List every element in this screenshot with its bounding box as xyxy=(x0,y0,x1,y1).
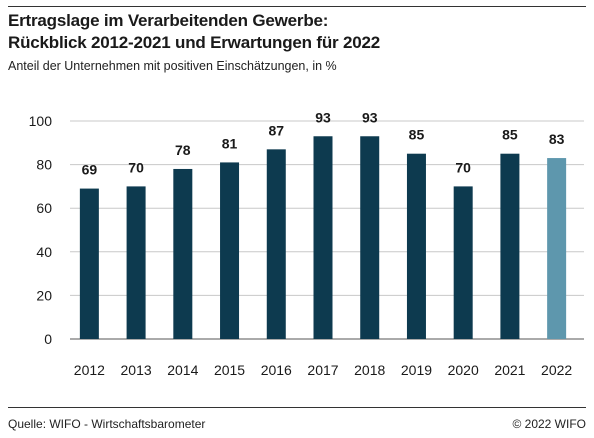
y-tick-label: 0 xyxy=(44,331,52,347)
x-tick-label: 2014 xyxy=(167,362,198,378)
top-rule xyxy=(8,6,586,7)
y-tick-label: 80 xyxy=(36,157,52,173)
y-tick-label: 100 xyxy=(29,113,53,129)
data-label: 70 xyxy=(128,159,144,175)
data-label: 85 xyxy=(409,127,425,143)
bar xyxy=(79,188,99,339)
source-note: Quelle: WIFO - Wirtschaftsbarometer xyxy=(8,417,206,431)
data-labels: 69 70 78 81 87 93 93 85 70 85 83 xyxy=(82,109,565,177)
bar xyxy=(313,136,333,339)
x-tick-label: 2015 xyxy=(214,362,245,378)
bar-forecast xyxy=(547,158,567,339)
bar xyxy=(266,149,286,339)
x-tick-label: 2016 xyxy=(261,362,292,378)
x-tick-label: 2018 xyxy=(354,362,385,378)
bar xyxy=(220,162,240,339)
y-tick-label: 60 xyxy=(36,200,52,216)
bar xyxy=(173,168,193,339)
bars xyxy=(79,136,567,339)
data-label: 70 xyxy=(455,159,471,175)
bottom-rule xyxy=(8,407,586,408)
x-tick-label: 2022 xyxy=(541,362,572,378)
bar xyxy=(406,153,426,339)
chart-title: Ertragslage im Verarbeitenden Gewerbe: R… xyxy=(8,10,380,54)
copyright-note: © 2022 WIFO xyxy=(512,417,586,431)
data-label: 93 xyxy=(362,109,378,125)
x-tick-label: 2013 xyxy=(121,362,152,378)
y-tick-label: 40 xyxy=(36,244,52,260)
bar xyxy=(500,153,520,339)
chart-subtitle: Anteil der Unternehmen mit positiven Ein… xyxy=(8,59,337,73)
x-tick-label: 2019 xyxy=(401,362,432,378)
y-tick-label: 20 xyxy=(36,287,52,303)
data-label: 78 xyxy=(175,142,191,158)
data-label: 85 xyxy=(502,127,518,143)
x-tick-label: 2017 xyxy=(307,362,338,378)
data-label: 83 xyxy=(549,131,565,147)
data-label: 69 xyxy=(82,162,98,178)
bar-chart: 0 20 40 60 80 100 69 70 78 81 87 93 93 85 70 85 83 2012… xyxy=(29,109,584,378)
chart-title-line-2: Rückblick 2012-2021 und Erwartungen für … xyxy=(8,33,380,52)
y-axis: 0 20 40 60 80 100 xyxy=(29,113,53,347)
x-tick-label: 2021 xyxy=(494,362,525,378)
x-tick-label: 2012 xyxy=(74,362,105,378)
x-tick-label: 2020 xyxy=(448,362,479,378)
bar xyxy=(126,186,146,339)
chart-title-line-1: Ertragslage im Verarbeitenden Gewerbe: xyxy=(8,11,329,30)
x-axis: 2012 2013 2014 2015 2016 2017 2018 2019 2020 2021… xyxy=(74,362,573,378)
data-label: 81 xyxy=(222,135,238,151)
data-label: 93 xyxy=(315,109,331,125)
bar xyxy=(453,186,473,339)
data-label: 87 xyxy=(268,122,284,138)
bar xyxy=(360,136,380,339)
